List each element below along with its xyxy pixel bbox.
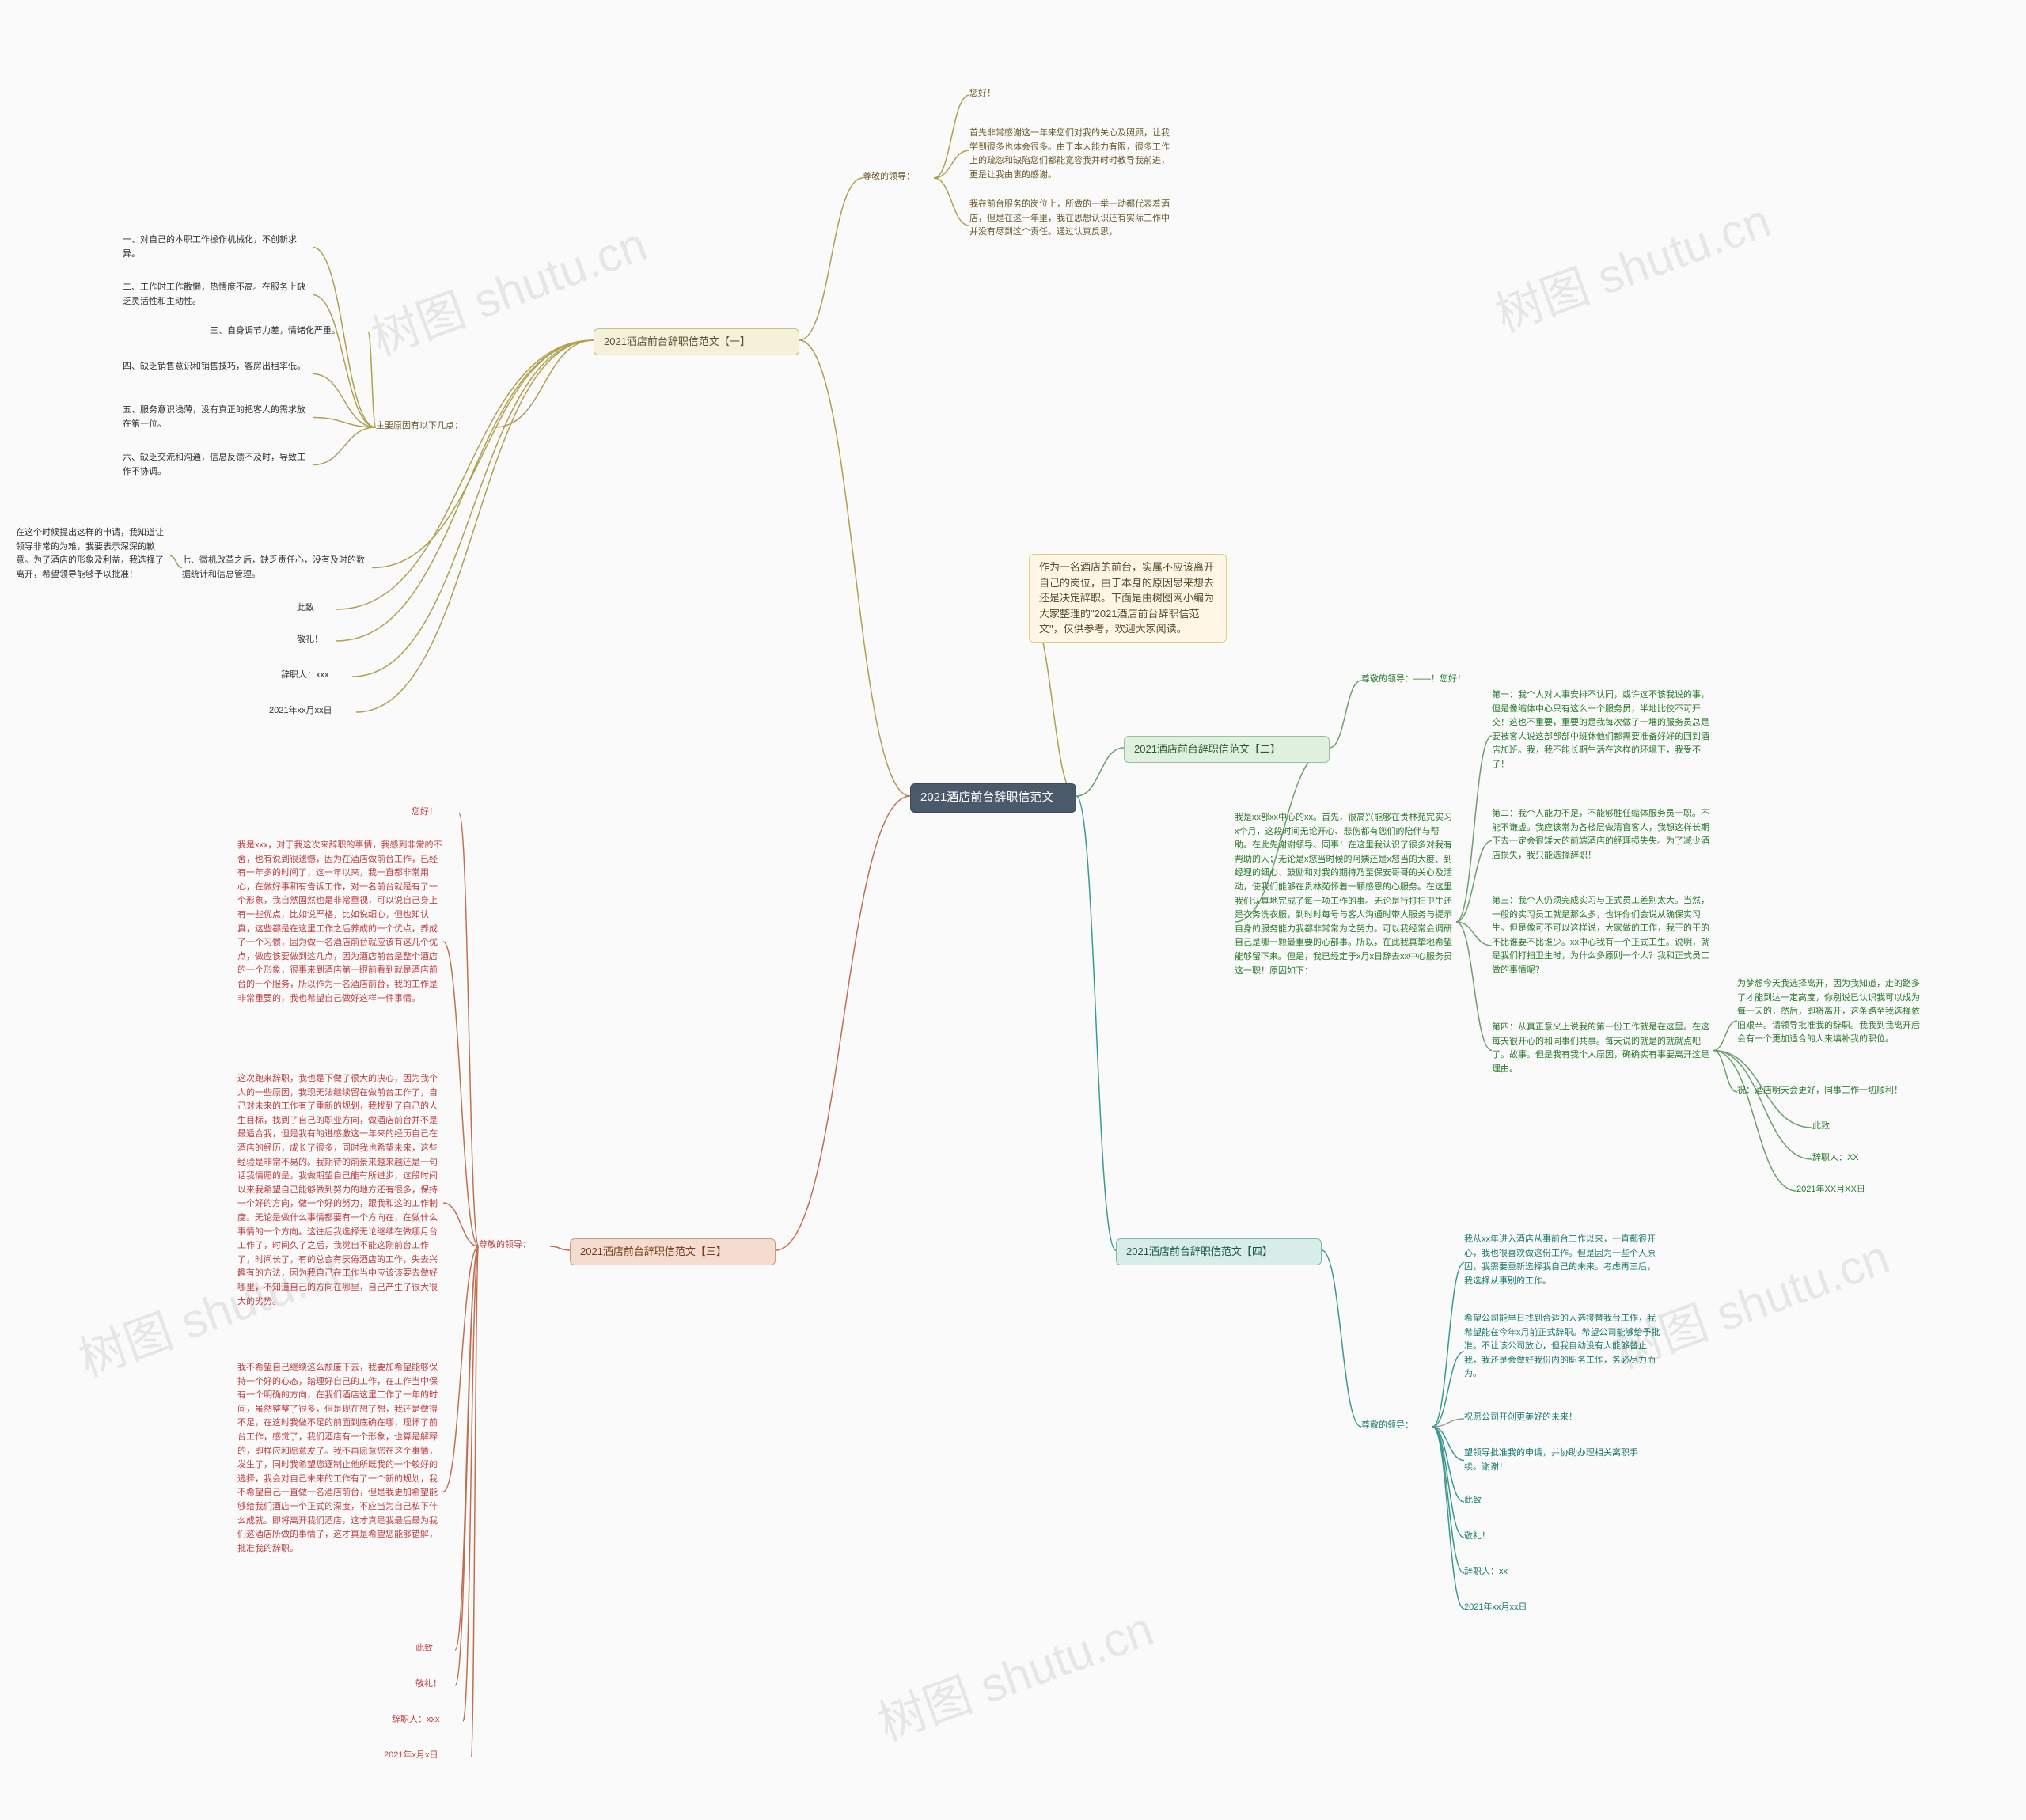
- b2-wish-2: 祝：酒店明天会更好，同事工作一切顺利！: [1737, 1084, 1927, 1098]
- watermark: 树图 shutu.cn: [867, 1591, 1161, 1754]
- root-node[interactable]: 2021酒店前台辞职信范文: [910, 783, 1076, 813]
- intro-node: 作为一名酒店的前台，实属不应该离开自己的岗位，由于本身的原因思来想去还是决定辞职…: [1029, 554, 1227, 643]
- b4-header: 尊敬的领导：: [1361, 1419, 1432, 1433]
- b4-para-4: 望领导批准我的申请，并协助办理相关离职手续。谢谢！: [1464, 1447, 1654, 1474]
- b3-signature: 辞职人：xxx: [392, 1713, 463, 1727]
- b4-closing-2: 敬礼！: [1464, 1530, 1504, 1544]
- b4-para-3: 祝愿公司开创更美好的未来！: [1464, 1411, 1622, 1425]
- b1-closing-2: 此致: [297, 601, 336, 616]
- b2-header: 尊敬的领导：——！您好！: [1361, 673, 1504, 687]
- b1-reasons-header: 主要原因有以下几点：: [376, 419, 495, 434]
- b1-para-reflect: 我在前台服务的岗位上，所做的一举一动都代表着酒店，但是在这一年里，我在思想认识还…: [969, 198, 1175, 240]
- branch-1[interactable]: 2021酒店前台辞职信范文【一】: [594, 328, 799, 355]
- b3-para-1: 我是xxx，对于我这次来辞职的事情，我感到非常的不舍，也有说到很遗憾，因为在酒店…: [237, 839, 443, 1006]
- b2-wish-1: 为梦想今天我选择离开，因为我知道，走的路多了才能到达一定高度，你别说已认识我可以…: [1737, 977, 1927, 1047]
- b2-date: 2021年XX月XX日: [1796, 1183, 1891, 1197]
- b1-reason-3: 三、自身调节力差，情绪化严重。: [210, 324, 368, 339]
- b1-reason-5: 五、服务意识浅薄，没有真正的把客人的需求放在第一位。: [123, 404, 313, 431]
- b2-signature: 辞职人：XX: [1812, 1151, 1884, 1166]
- b1-signature: 辞职人：xxx: [281, 669, 352, 683]
- b1-reason-4: 四、缺乏销售意识和销售技巧，客房出租率低。: [123, 360, 313, 374]
- watermark: 树图 shutu.cn: [1485, 182, 1778, 345]
- b4-para-2: 希望公司能早日找到合适的人选接替我台工作，我希望能在今年x月前正式辞职。希望公司…: [1464, 1312, 1662, 1382]
- b1-reason-2: 二、工作时工作散懒，热情度不高。在服务上缺乏灵活性和主动性。: [123, 281, 313, 309]
- b2-closing-1: 此致: [1812, 1120, 1852, 1134]
- b1-greeting: 您好！: [969, 87, 1017, 101]
- b3-para-2: 这次跑来辞职，我也是下做了很大的决心，因为我个人的一些原因，我现无法继续留在做前…: [237, 1072, 443, 1309]
- b1-date: 2021年xx月xx日: [269, 704, 356, 719]
- b2-intro: 我是xx部xx中心的xx。首先，很高兴能够在贵林苑完实习x个月，这段时间无论开心…: [1235, 811, 1456, 978]
- b2-reason-4: 第四：从真正意义上说我的第一份工作就是在这里。在这每天很开心的和同事们共事。每天…: [1492, 1021, 1713, 1076]
- b3-date: 2021年x月x日: [384, 1749, 471, 1763]
- b3-para-3: 我不希望自己继续这么颓废下去，我要加希望能够保持一个好的心态，踏理好自己的工作，…: [237, 1361, 443, 1556]
- b1-reason-1: 一、对自己的本职工作操作机械化，不创新求异。: [123, 233, 313, 261]
- b4-closing-1: 此致: [1464, 1494, 1504, 1508]
- b4-para-1: 我从xx年进入酒店从事前台工作以来，一直都很开心，我也很喜欢做这份工作。但是因为…: [1464, 1233, 1662, 1288]
- b4-date: 2021年xx月xx日: [1464, 1601, 1559, 1615]
- branch-3[interactable]: 2021酒店前台辞职信范文【三】: [570, 1238, 776, 1265]
- b3-closing-1: 此致: [415, 1642, 455, 1656]
- b4-signature: 辞职人：xx: [1464, 1565, 1535, 1579]
- branch-2[interactable]: 2021酒店前台辞职信范文【二】: [1124, 736, 1330, 763]
- b3-greeting: 您好！: [412, 806, 459, 820]
- b3-header: 尊敬的领导：: [479, 1238, 550, 1253]
- b1-closing-3: 敬礼！: [297, 633, 336, 647]
- b2-reason-1: 第一：我个人对人事安排不认同，或许这不该我说的事，但是像缩体中心只有这么一个服务…: [1492, 688, 1713, 772]
- b1-closing-1: 在这个时候提出这样的申请，我知道让领导非常的为难，我要表示深深的歉意。为了酒店的…: [16, 526, 170, 582]
- b1-reason-7: 七、微机改革之后，缺乏责任心，没有及时的数据统计和信息管理。: [182, 554, 372, 582]
- b3-closing-2: 敬礼！: [415, 1678, 455, 1692]
- b1-para-thanks: 首先非常感谢这一年来您们对我的关心及照顾，让我学到很多也体会很多。由于本人能力有…: [969, 127, 1175, 182]
- branch-4[interactable]: 2021酒店前台辞职信范文【四】: [1116, 1238, 1322, 1265]
- b2-reason-3: 第三：我个人仍须完成实习与正式员工差别太大。当然，一般的实习员工就是那么多，也许…: [1492, 894, 1713, 978]
- b1-salutation: 尊敬的领导：: [863, 170, 934, 184]
- b1-reason-6: 六、缺乏交流和沟通，信息反馈不及时，导致工作不协调。: [123, 451, 313, 479]
- b2-reason-2: 第二：我个人能力不足，不能够胜任缩体服务员一职。不能不谦虚。我应该常为各楼层做清…: [1492, 807, 1713, 863]
